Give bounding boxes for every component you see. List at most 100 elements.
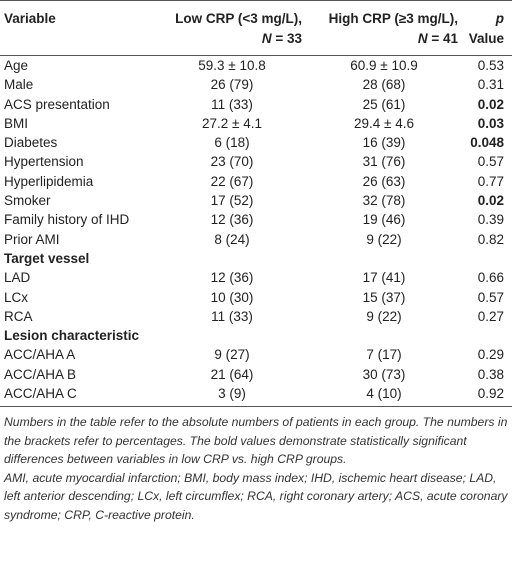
table-row: Family history of IHD 12 (36) 19 (46) 0.39	[0, 210, 512, 229]
table-cell: 0.39	[477, 212, 504, 228]
table-row: Prior AMI 8 (24) 9 (22) 0.82	[0, 230, 512, 249]
p-symbol: p	[495, 11, 504, 26]
n-value: = 41	[431, 31, 458, 46]
table-cell: 12 (36)	[210, 270, 254, 286]
header-cell: High CRP (≥3 mg/L), N = 41	[306, 0, 462, 56]
table-cell: 22 (67)	[210, 173, 254, 189]
data-table: Variable Low CRP (<3 mg/L), N = 33 High C…	[0, 0, 512, 408]
table-cell: 4 (10)	[306, 384, 462, 408]
table-cell: ACC/AHA B	[4, 366, 77, 382]
table-cell: 3 (9)	[158, 384, 306, 408]
table-cell: 26 (79)	[210, 77, 254, 93]
table-cell: 0.02	[477, 193, 504, 209]
table-cell: 17 (41)	[362, 270, 406, 286]
table-cell: 29.4 ± 4.6	[354, 115, 414, 131]
table-cell: ACC/AHA C	[0, 384, 158, 408]
table-cell: 59.3 ± 10.8	[198, 58, 266, 73]
table-cell: 0.53	[477, 58, 504, 73]
table-row: Hyperlipidemia 22 (67) 26 (63) 0.77	[0, 172, 512, 191]
table-row: ACC/AHA B 21 (64) 30 (73) 0.38	[0, 365, 512, 384]
table-row: LCx 10 (30) 15 (37) 0.57	[0, 288, 512, 307]
table-cell: 0.92	[462, 384, 512, 408]
header-label: High CRP (≥3 mg/L),	[328, 11, 458, 26]
empty-cell	[462, 326, 512, 345]
table-cell: 6 (18)	[214, 135, 250, 151]
table-cell: 8 (24)	[214, 231, 250, 247]
table-row: Diabetes 6 (18) 16 (39) 0.048	[0, 133, 512, 152]
table-cell: 27.2 ± 4.1	[202, 115, 262, 131]
empty-cell	[158, 326, 306, 345]
table-cell: 0.29	[477, 347, 504, 363]
table-cell: 0.27	[477, 308, 504, 324]
table-row: LAD 12 (36) 17 (41) 0.66	[0, 268, 512, 287]
table-row: BMI 27.2 ± 4.1 29.4 ± 4.6 0.03	[0, 114, 512, 133]
table-cell: 0.03	[477, 115, 504, 131]
table-row: Male 26 (79) 28 (68) 0.31	[0, 75, 512, 94]
table-cell: Male	[4, 77, 34, 93]
table-cell: 15 (37)	[362, 289, 406, 305]
table-cell: 16 (39)	[362, 135, 406, 151]
table-cell: Smoker	[4, 193, 51, 209]
table-cell: RCA	[4, 308, 33, 324]
table-cell: 11 (33)	[211, 308, 253, 324]
header-label: Low CRP (<3 mg/L),	[175, 11, 302, 26]
table-cell: 9 (22)	[366, 308, 402, 324]
section-label: Target vessel	[4, 251, 90, 267]
table-cell: Hypertension	[4, 154, 84, 170]
table-cell: 0.57	[477, 289, 504, 305]
table-row: Hypertension 23 (70) 31 (76) 0.57	[0, 152, 512, 171]
table-cell: 11 (33)	[211, 96, 253, 112]
table-cell: 0.66	[477, 270, 504, 286]
table-row: RCA 11 (33) 9 (22) 0.27	[0, 307, 512, 326]
empty-cell	[158, 249, 306, 268]
table-cell: 7 (17)	[366, 347, 402, 363]
table-cell: 10 (30)	[210, 289, 254, 305]
table-cell: 28 (68)	[362, 77, 406, 93]
table-cell: 0.048	[470, 135, 504, 151]
table-row: Smoker 17 (52) 32 (78) 0.02	[0, 191, 512, 210]
table-cell: 0.57	[477, 154, 504, 170]
header-cell: Low CRP (<3 mg/L), N = 33	[158, 0, 306, 56]
table-cell: 31 (76)	[362, 154, 406, 170]
table-body: Age 59.3 ± 10.8 60.9 ± 10.9 0.53 Male 26 (79)…	[0, 56, 512, 408]
table-cell: 32 (78)	[362, 193, 406, 209]
table-row: Lesion characteristic	[0, 326, 512, 345]
table-cell: 25 (61)	[362, 96, 406, 112]
table-cell: Hyperlipidemia	[4, 173, 94, 189]
table-row: Age 59.3 ± 10.8 60.9 ± 10.9 0.53	[0, 56, 512, 76]
table-row: ACS presentation 11 (33) 25 (61) 0.02	[0, 95, 512, 114]
table-cell: Age	[4, 58, 29, 73]
table-cell: 9 (27)	[214, 347, 250, 363]
n-symbol: N	[417, 31, 428, 46]
empty-cell	[306, 326, 462, 345]
table-cell: ACS presentation	[4, 96, 110, 112]
table-cell: 30 (73)	[362, 366, 406, 382]
header-cell: p Value	[462, 0, 512, 56]
table-cell: 0.38	[477, 366, 504, 382]
table-cell: 0.31	[477, 77, 504, 93]
table-cell: 0.02	[477, 96, 504, 112]
table-cell: Prior AMI	[4, 231, 60, 247]
table-cell: 19 (46)	[362, 212, 406, 228]
table-cell: 60.9 ± 10.9	[350, 58, 418, 73]
footnote: Numbers in the table refer to the absolu…	[4, 415, 508, 467]
empty-cell	[306, 249, 462, 268]
section-label: Lesion characteristic	[4, 328, 140, 344]
footnote: AMI, acute myocardial infarction; BMI, b…	[4, 470, 508, 522]
table-cell: 9 (22)	[366, 231, 402, 247]
n-symbol: N	[261, 31, 272, 46]
table-cell: LCx	[4, 289, 29, 305]
table-cell: Family history of IHD	[4, 212, 130, 228]
table-cell: 0.77	[477, 173, 504, 189]
table-cell: LAD	[4, 270, 31, 286]
table-cell: 23 (70)	[210, 154, 254, 170]
table-cell: 17 (52)	[210, 193, 254, 209]
n-value: = 33	[275, 31, 302, 46]
table-cell: 21 (64)	[210, 366, 254, 382]
empty-cell	[462, 249, 512, 268]
header-row: Variable Low CRP (<3 mg/L), N = 33 High C…	[0, 0, 512, 56]
table-row: ACC/AHA A 9 (27) 7 (17) 0.29	[0, 345, 512, 364]
header-label: Value	[468, 31, 504, 46]
table-header: Variable Low CRP (<3 mg/L), N = 33 High C…	[0, 0, 512, 56]
